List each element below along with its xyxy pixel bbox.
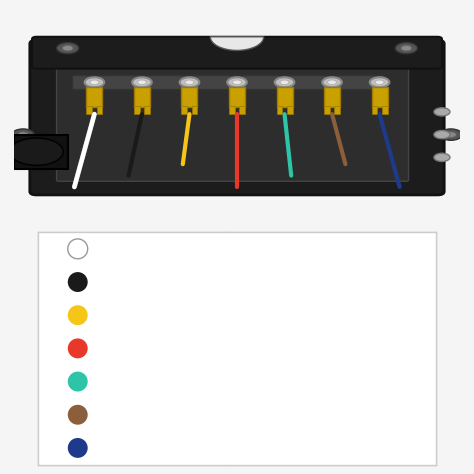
Circle shape xyxy=(63,46,73,51)
Circle shape xyxy=(375,80,384,84)
Circle shape xyxy=(18,132,28,137)
Bar xyxy=(86,87,102,107)
Text: Electric Brake: Electric Brake xyxy=(257,441,344,455)
Text: Tail & USC: Tail & USC xyxy=(257,375,321,388)
Bar xyxy=(276,87,292,107)
Circle shape xyxy=(233,80,241,84)
Text: WHITE: WHITE xyxy=(109,242,151,255)
Bar xyxy=(134,87,150,107)
Bar xyxy=(324,106,330,114)
Circle shape xyxy=(137,80,146,84)
Circle shape xyxy=(85,77,104,87)
Text: R Stop & Turn: R Stop & Turn xyxy=(257,408,342,421)
Bar xyxy=(239,106,245,114)
Text: BULE: BULE xyxy=(109,441,142,455)
Circle shape xyxy=(434,130,450,139)
Circle shape xyxy=(132,77,152,87)
Text: RED: RED xyxy=(109,342,136,355)
Circle shape xyxy=(280,80,289,84)
Bar xyxy=(97,106,102,114)
Circle shape xyxy=(275,77,294,87)
Bar xyxy=(72,75,384,89)
Text: BROWN: BROWN xyxy=(109,408,159,421)
Bar xyxy=(144,106,150,114)
Text: Center AUX: Center AUX xyxy=(257,309,329,322)
Bar xyxy=(334,106,340,114)
Bar xyxy=(229,106,235,114)
Bar xyxy=(372,106,377,114)
Bar xyxy=(14,135,68,169)
Bar xyxy=(276,106,283,114)
FancyBboxPatch shape xyxy=(32,37,442,69)
Circle shape xyxy=(90,80,99,84)
Bar xyxy=(287,106,292,114)
FancyBboxPatch shape xyxy=(30,40,444,195)
Bar xyxy=(324,87,340,107)
Circle shape xyxy=(446,132,456,137)
Text: GREEN: GREEN xyxy=(109,375,153,388)
Circle shape xyxy=(401,46,411,51)
Circle shape xyxy=(56,43,79,54)
Text: L Stop & Turn: L Stop & Turn xyxy=(257,342,340,355)
Bar xyxy=(182,106,187,114)
Bar xyxy=(229,87,245,107)
Circle shape xyxy=(12,129,34,140)
Bar xyxy=(191,106,198,114)
Circle shape xyxy=(10,138,63,165)
Circle shape xyxy=(180,77,199,87)
Bar xyxy=(134,106,140,114)
Text: YELLOW: YELLOW xyxy=(109,309,161,322)
Circle shape xyxy=(185,80,194,84)
FancyBboxPatch shape xyxy=(56,61,409,181)
Bar xyxy=(86,106,92,114)
Circle shape xyxy=(434,108,450,116)
Text: GRD: GRD xyxy=(257,242,285,255)
Circle shape xyxy=(322,77,342,87)
Bar xyxy=(372,87,388,107)
Circle shape xyxy=(440,129,462,140)
Circle shape xyxy=(370,77,389,87)
Text: BLACK: BLACK xyxy=(109,275,151,289)
Bar xyxy=(382,106,388,114)
Bar xyxy=(182,87,198,107)
Circle shape xyxy=(227,77,247,87)
Wedge shape xyxy=(210,37,264,50)
Text: 12V Charge Line: 12V Charge Line xyxy=(257,275,360,289)
Circle shape xyxy=(395,43,418,54)
Circle shape xyxy=(434,153,450,162)
Circle shape xyxy=(328,80,337,84)
